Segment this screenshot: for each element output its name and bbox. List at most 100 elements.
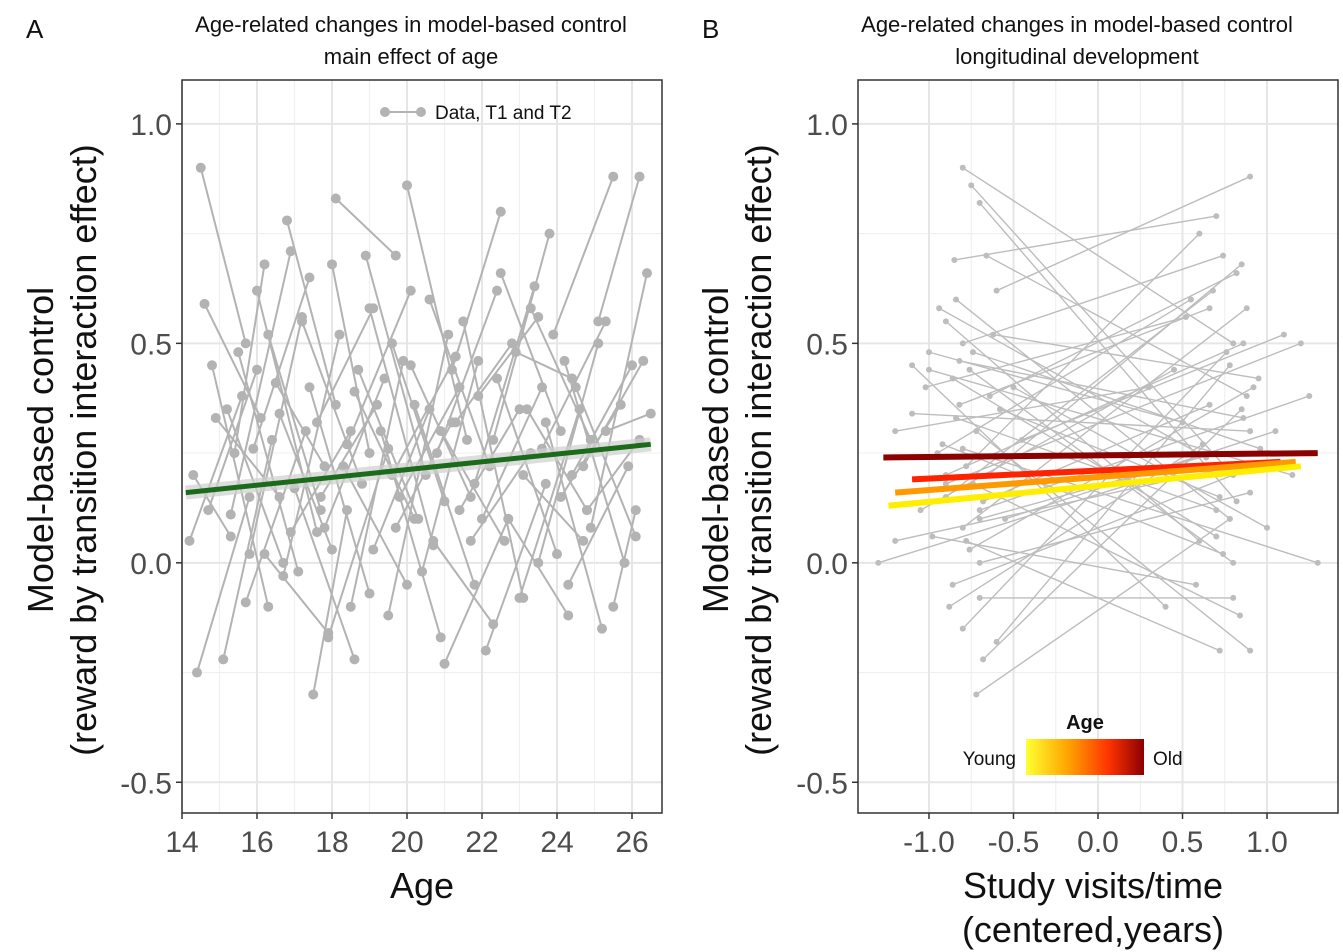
panel-b-x-axis-title-line2: (centered,years): [962, 909, 1224, 950]
panel-b-data-point: [1236, 612, 1243, 619]
panel-a-participant-line: [567, 465, 630, 586]
panel-a-participant-line: [394, 421, 453, 529]
panel-b-data-point: [976, 515, 983, 522]
panel-b-data-point: [1255, 375, 1262, 382]
panel-a-data-point: [364, 448, 375, 459]
panel-a-data-point: [567, 470, 577, 481]
panel-b-data-point: [959, 340, 966, 347]
panel-b-data-point: [1187, 296, 1194, 303]
panel-b-participant-line: [895, 386, 1149, 432]
panel-a-data-point: [447, 417, 457, 428]
panel-b-participant-line: [928, 369, 1293, 476]
panel-b-participant-line: [878, 483, 1133, 564]
panel-a-x-tick-label: 22: [465, 826, 498, 859]
panel-a-participant-line: [473, 286, 536, 485]
panel-a-legend-point-key-2: [416, 107, 426, 117]
panel-a-data-point: [507, 338, 517, 349]
panel-a-participant-line: [312, 509, 348, 695]
panel-a-data-point: [488, 619, 499, 630]
panel-b-legend-title: Age: [1066, 712, 1104, 734]
panel-a-data-point: [582, 505, 592, 516]
panel-b-data-point: [1182, 314, 1189, 321]
panel-a-data-point: [473, 355, 484, 366]
panel-b-participant-line: [979, 491, 1251, 564]
panel-a-data-point: [578, 535, 589, 546]
panel-a-participant-line: [372, 408, 431, 551]
panel-b-participant-line: [993, 333, 1259, 380]
panel-a-data-point: [409, 399, 420, 410]
panel-a-data-point: [270, 377, 281, 388]
panel-b-data-point: [966, 546, 973, 553]
panel-b-data-point: [942, 480, 949, 487]
panel-a-y-tick-label: 1.0: [130, 109, 172, 142]
panel-a-fit-line: [185, 441, 652, 496]
panel-b-data-point: [1247, 647, 1254, 654]
panel-a-data-point: [218, 654, 229, 665]
panel-a-data-point: [207, 360, 217, 371]
panel-b-data-point: [1230, 594, 1237, 601]
panel-a-data-point: [278, 557, 289, 568]
panel-a-x-axis-title: Age: [390, 865, 454, 906]
panel-a-participant-line: [432, 540, 495, 625]
panel-b-data-point: [892, 537, 899, 544]
panel-a-data-point: [503, 513, 514, 524]
panel-a-data-point: [627, 360, 637, 371]
panel-a-y-tick-label: 0.5: [130, 328, 172, 361]
panel-a-data-point: [285, 246, 296, 257]
panel-a-data-point: [345, 601, 356, 612]
panel-a-data-point: [518, 470, 529, 481]
panel-a-data-point: [259, 549, 270, 560]
panel-b-y-axis-title-line1: Model-based control: [695, 287, 736, 613]
panel-a-data-point: [248, 443, 259, 454]
panel-a-data-point: [443, 329, 454, 340]
panel-b-x-tick-label: -0.5: [988, 826, 1040, 859]
panel-a-participant-line: [398, 386, 461, 498]
panel-b-data-point: [1289, 472, 1296, 479]
panel-a-participant-line: [518, 408, 581, 599]
panel-a-data-point: [229, 448, 240, 459]
panel-b-data-point: [1230, 340, 1237, 347]
panel-b-participant-line: [987, 263, 1243, 476]
panel-b-data-point: [942, 318, 949, 325]
panel-a-y-axis-title-line2: (reward by transition interaction effect…: [63, 144, 104, 756]
panel-b-participant-line: [959, 307, 1210, 406]
panel-a-data-point: [638, 355, 649, 366]
panel-b-participant-line: [954, 215, 1217, 261]
panel-b-data-point: [909, 362, 916, 369]
panel-b-x-tick-label: -1.0: [903, 826, 955, 859]
panel-b-data-point: [1272, 428, 1279, 435]
panel-a-plot: 14 16 18 20 22 24 26 -0.5 0.0 0.5 1.0: [120, 79, 663, 859]
panel-a-data-point: [390, 250, 401, 261]
panel-b-participant-line: [952, 474, 1234, 586]
panel-b-fit-line: [888, 463, 1302, 509]
panel-b-participant-line: [911, 364, 1167, 608]
panel-a-legend: Data, T1 and T2: [380, 103, 572, 124]
panel-b-data-point: [1226, 362, 1233, 369]
panel-a-data-point: [552, 549, 562, 560]
panel-a-participant-line: [443, 518, 510, 665]
panel-a-data-point: [315, 491, 326, 502]
panel-b-participant-line: [925, 316, 1187, 388]
panel-a-participant-line: [252, 277, 311, 450]
panel-a-participant-line: [469, 452, 532, 542]
panel-b-data-point: [1264, 524, 1271, 531]
panel-a-data-point: [188, 470, 199, 481]
panel-a-data-point: [327, 544, 337, 555]
panel-a-data-point: [327, 259, 337, 270]
panel-a-data-point: [402, 180, 412, 191]
panel-b-participant-line: [969, 369, 1234, 564]
panel-b-participant-line: [962, 448, 1318, 564]
panel-a-data-point: [634, 171, 645, 182]
panel-a-data-point: [274, 408, 285, 419]
panel-a-participant-line: [451, 211, 502, 370]
panel-a-data-point: [225, 531, 236, 542]
panel-a-data-point: [462, 434, 472, 445]
panel-b-data-point: [986, 393, 993, 400]
panel-a-data-point: [514, 592, 525, 603]
panel-b-participant-line: [972, 351, 1261, 450]
panel-b-participant-line: [989, 272, 1237, 397]
panel-b-participant-line: [996, 175, 1251, 292]
panel-b-data-point: [1213, 533, 1220, 540]
panel-b-data-point: [925, 349, 932, 356]
